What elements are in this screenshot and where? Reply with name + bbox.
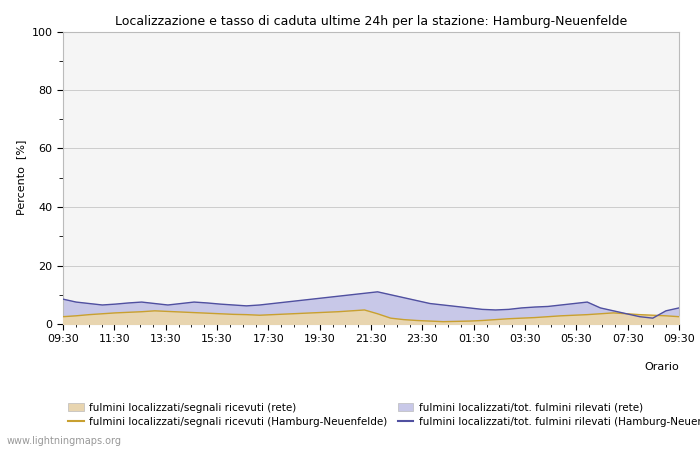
Text: www.lightningmaps.org: www.lightningmaps.org xyxy=(7,436,122,446)
Text: Orario: Orario xyxy=(644,362,679,372)
Y-axis label: Percento  [%]: Percento [%] xyxy=(16,140,26,216)
Legend: fulmini localizzati/segnali ricevuti (rete), fulmini localizzati/segnali ricevut: fulmini localizzati/segnali ricevuti (re… xyxy=(68,403,700,427)
Title: Localizzazione e tasso di caduta ultime 24h per la stazione: Hamburg-Neuenfelde: Localizzazione e tasso di caduta ultime … xyxy=(115,14,627,27)
